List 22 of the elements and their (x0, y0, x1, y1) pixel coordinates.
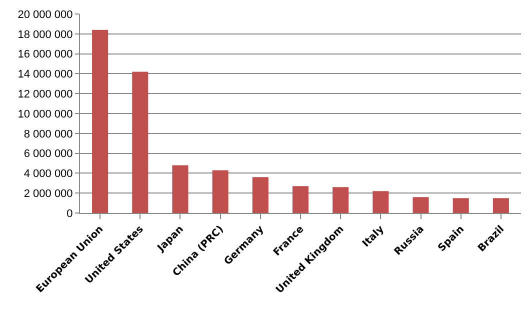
bar (292, 186, 309, 213)
bar (452, 198, 469, 213)
bar (172, 165, 188, 213)
y-tick-label: 4 000 000 (24, 168, 73, 180)
y-tick-label: 8 000 000 (24, 128, 73, 140)
bar (92, 30, 108, 213)
y-tick-label: 14 000 000 (18, 68, 73, 81)
y-tick-label: 6 000 000 (24, 148, 73, 160)
bar (332, 187, 349, 213)
bar (412, 197, 429, 213)
y-tick-label: 16 000 000 (18, 48, 73, 61)
y-tick-label: 18 000 000 (18, 28, 73, 41)
y-tick-label: 2 000 000 (24, 188, 73, 200)
bar (212, 170, 228, 213)
y-tick-label: 20 000 000 (18, 8, 73, 21)
y-tick-label: 12 000 000 (18, 88, 73, 100)
y-tick-label: 10 000 000 (18, 108, 73, 120)
bar (252, 177, 268, 213)
bar (132, 72, 148, 213)
bar (492, 198, 509, 213)
bar (372, 191, 389, 213)
y-tick-label: 0 (66, 208, 73, 220)
